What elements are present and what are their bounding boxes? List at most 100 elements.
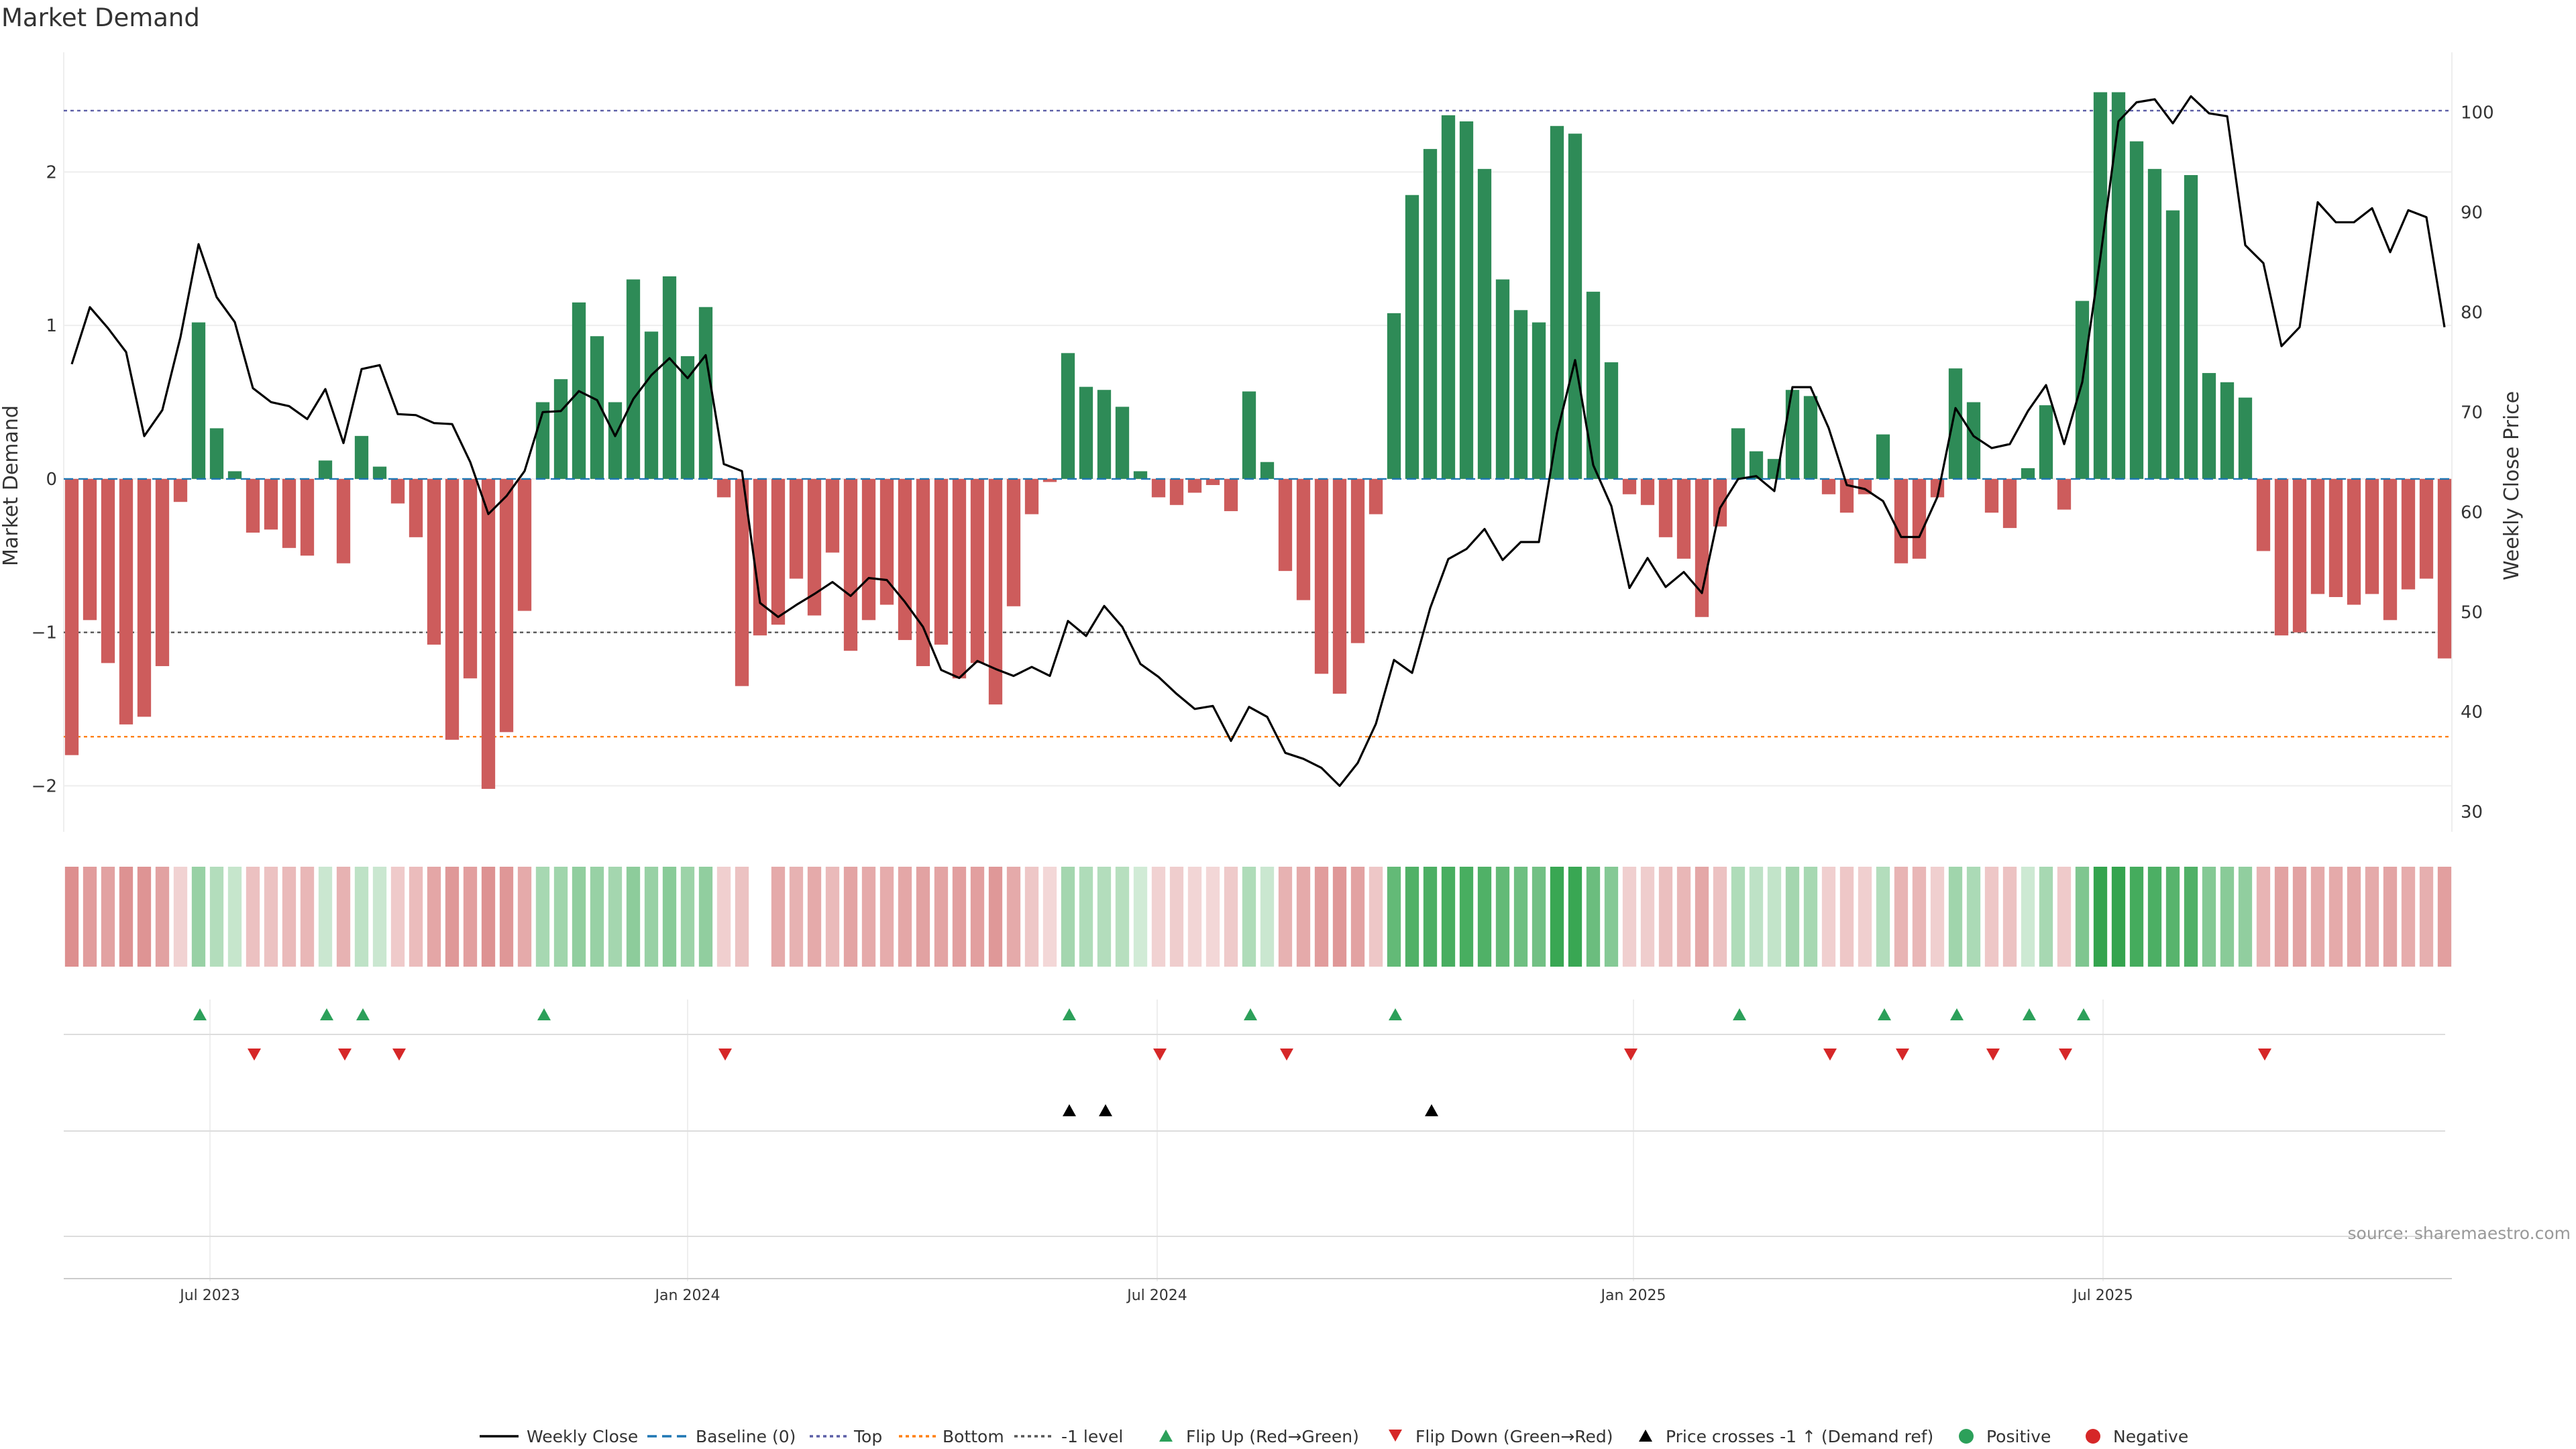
y2-axis-label: Weekly Close Price [2500,391,2524,580]
demand-bar [2256,478,2271,551]
demand-bar [1984,478,1999,513]
heat-cell [2365,867,2379,967]
heat-cell [409,867,423,967]
legend-bottom: Bottom [899,1427,1004,1446]
heat-cell [771,867,786,967]
demand-bar [1622,478,1637,494]
demand-bar [879,478,894,605]
heat-cell [825,867,840,967]
heat-cell [227,867,242,967]
heat-cell [1858,867,1872,967]
x-tick-label: Jul 2024 [1126,1287,1187,1304]
demand-bars [64,92,2452,789]
flip-down-marker [338,1049,352,1061]
heat-cell [789,867,804,967]
demand-bar [282,478,297,548]
demand-bar [590,336,604,479]
legend-price-cross-label: Price crosses -1 ↑ (Demand ref) [1666,1427,1933,1446]
flip-down-marker [2258,1049,2271,1061]
heat-cell [1368,867,1383,967]
demand-bar [1079,386,1093,479]
heat-cell [2057,867,2072,967]
heat-cell [1586,867,1601,967]
legend-flip-up-swatch [1159,1430,1173,1442]
legend-price-cross: Price crosses -1 ↑ (Demand ref) [1639,1427,1933,1446]
y2-tick-label: 80 [2461,303,2483,323]
heat-cell [1767,867,1782,967]
flip-down-marker [392,1049,406,1061]
demand-bar [372,466,387,479]
demand-bar [1966,402,1981,479]
demand-bar [1423,149,1438,479]
demand-bar [753,478,767,636]
x-axis-ticks: Jul 2023 Jan 2024 Jul 2024 Jan 2025 Jul 2025 [178,1287,2133,1304]
y2-tick-label: 60 [2461,502,2483,523]
y-tick-label: 0 [46,470,57,490]
reference-levels [64,109,2452,738]
heat-cell [1984,867,1999,967]
y2-tick-label: 30 [2461,802,2483,822]
heat-cell [698,867,713,967]
heat-cell [680,867,695,967]
heat-cell [916,867,930,967]
heat-cell [1622,867,1637,967]
heat-cell [1441,867,1456,967]
y-tick-label: 2 [46,162,57,182]
demand-bar [735,478,749,686]
demand-bar [1260,462,1275,479]
heat-cell [716,867,731,967]
y-tick-label: 1 [46,316,57,336]
demand-bar [1205,478,1220,486]
heat-cell [463,867,478,967]
demand-bar [1006,478,1021,606]
demand-bar [1604,362,1619,479]
demand-bar [825,478,840,553]
demand-bar [2220,382,2235,479]
demand-bar [716,478,731,498]
demand-bar [1658,478,1673,537]
demand-bar [101,478,115,663]
flip-up-marker [320,1008,333,1020]
demand-bar [445,478,460,740]
demand-bar [952,478,967,679]
legend-bottom-label: Bottom [943,1427,1004,1446]
demand-bar [2111,92,2126,479]
demand-bar [2165,210,2180,479]
legend-flip-down-label: Flip Down (Green→Red) [1415,1427,1613,1446]
legend-flip-up: Flip Up (Red→Green) [1159,1427,1359,1446]
demand-bar [626,279,641,479]
heat-cell [1042,867,1057,967]
demand-bar [481,478,496,789]
demand-bar [1713,478,1727,527]
heat-cell [2184,867,2198,967]
demand-bar [789,478,804,579]
demand-bar [354,435,369,479]
heat-cell [1550,867,1564,967]
flip-up-marker [2077,1008,2090,1020]
legend-negative-label: Negative [2113,1427,2188,1446]
legend-baseline: Baseline (0) [647,1427,796,1446]
demand-bar [2292,478,2307,633]
heat-cell [1749,867,1764,967]
heat-cell [1658,867,1673,967]
demand-bar [1839,478,1854,513]
demand-bar [318,460,333,479]
flip-down-marker [1153,1049,1167,1061]
heat-cell [1459,867,1474,967]
demand-bar [1676,478,1691,559]
demand-bar [861,478,876,621]
demand-bar [2039,405,2053,479]
demand-bar [264,478,278,530]
y-tick-label: −1 [32,623,57,643]
demand-bar [1350,478,1365,643]
heat-cell [1224,867,1238,967]
heat-cell [1260,867,1275,967]
heat-cell [662,867,677,967]
heat-cell [246,867,260,967]
demand-bar [2002,478,2017,529]
demand-bar [1912,478,1927,559]
demand-bar [1278,478,1293,572]
demand-bar [1640,478,1655,505]
weekly-close-line [70,95,2446,788]
chart-title: Market Demand [1,3,200,32]
